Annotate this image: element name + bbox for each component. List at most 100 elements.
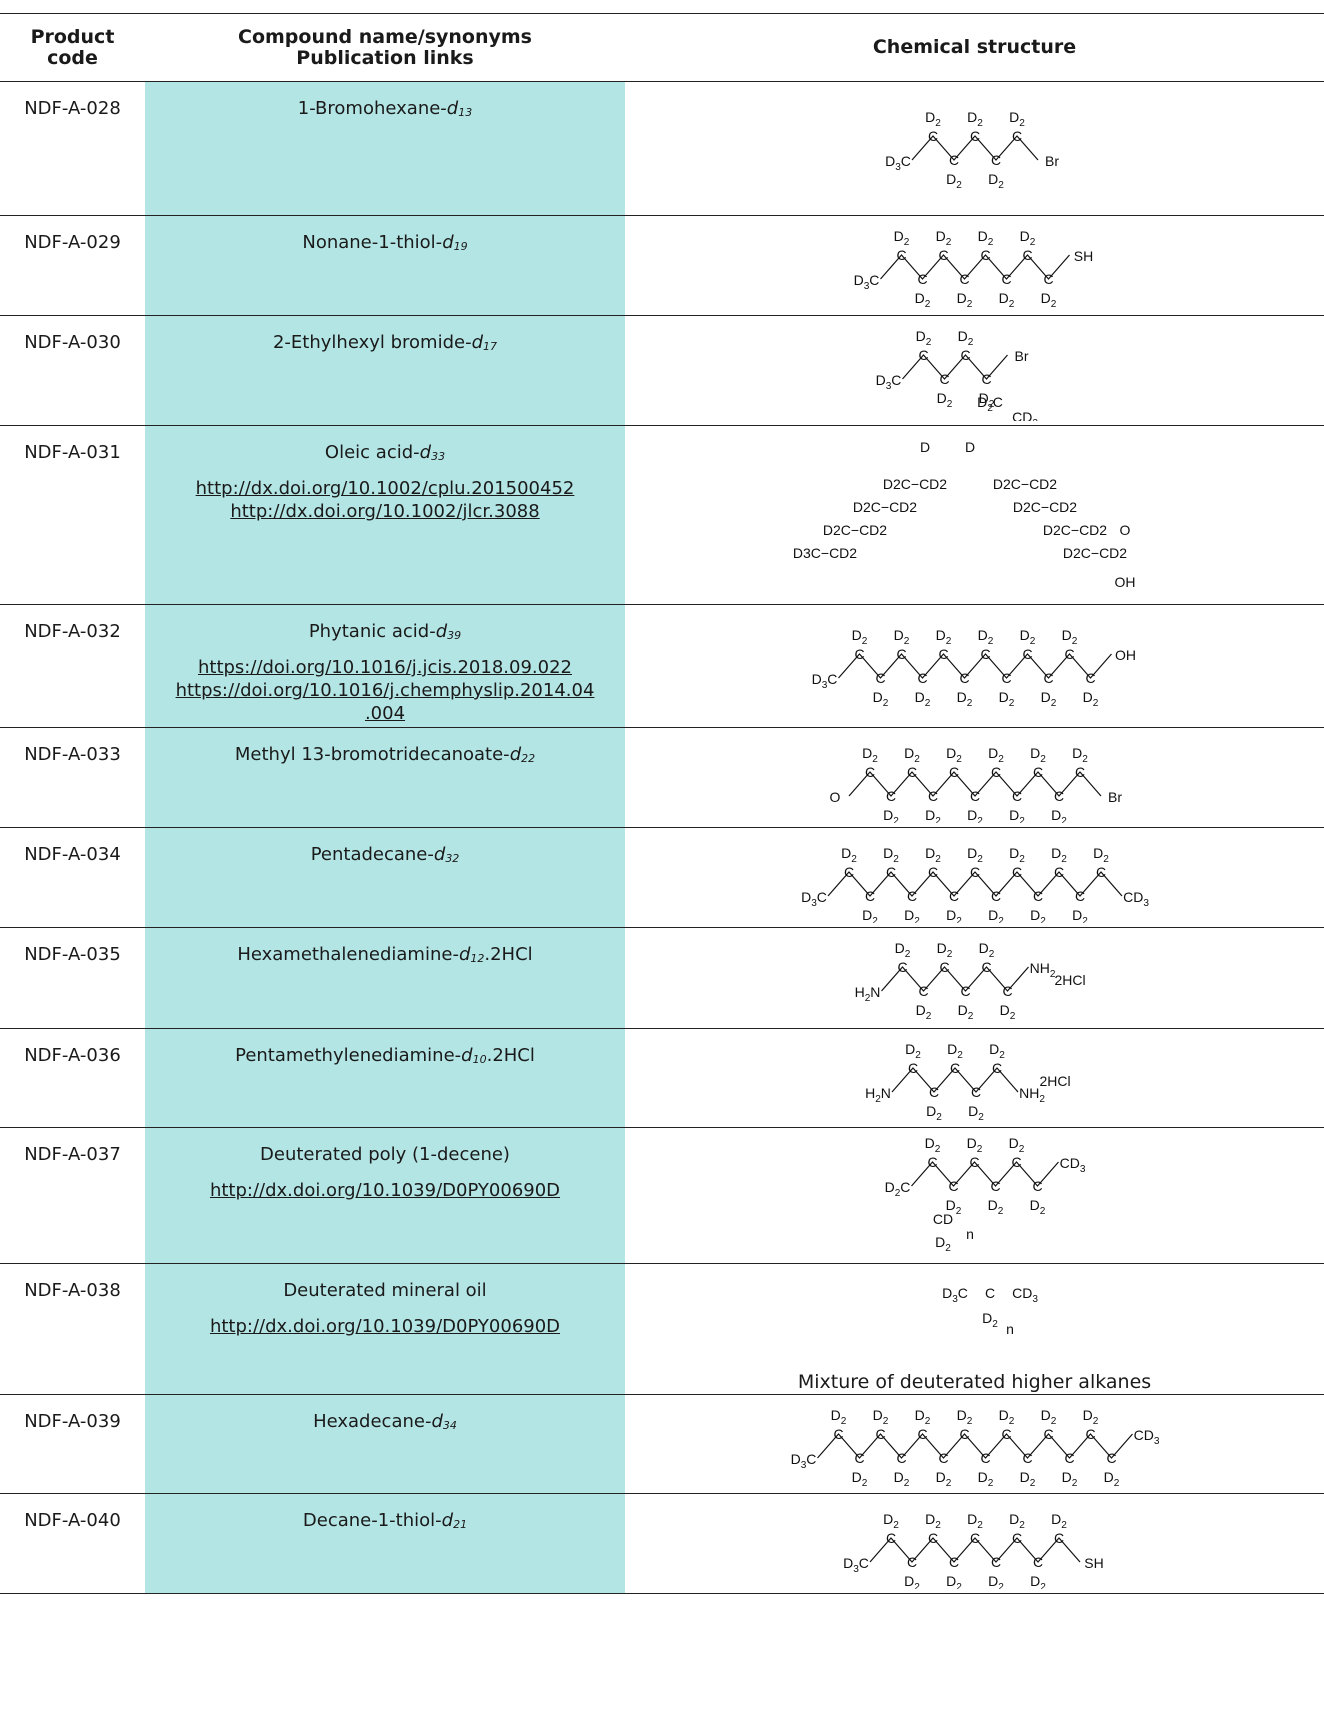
atom-label: D2 [862, 907, 878, 923]
atom-label: D2 [894, 627, 910, 647]
table-header: Product code Compound name/synonyms Publ… [0, 14, 1324, 82]
atom-label: C [1012, 864, 1022, 880]
compound-name-cell: Hexadecane-d34 [145, 1394, 625, 1494]
compound-name-cell: Deuterated poly (1-decene) http://dx.doi.… [145, 1127, 625, 1264]
atom-label: D2 [862, 745, 878, 765]
atom-label: C [875, 1426, 885, 1442]
atom-label: Br [1045, 153, 1059, 169]
product-code: NDF-A-028 [0, 81, 145, 216]
deuterium-d: d [471, 332, 484, 353]
publication-link[interactable]: http://dx.doi.org/10.1002/jlcr.3088 [230, 501, 540, 522]
atom-label: D2 [979, 940, 995, 960]
atom-label: D2 [946, 171, 962, 191]
table-row: NDF-A-036 Pentamethylenediamine-d10.2HCl C… [0, 1028, 1324, 1128]
bond-chain [827, 870, 1123, 897]
compound-name-cell: Methyl 13-bromotridecanoate-d22 [145, 727, 625, 828]
atom-label: C [948, 1178, 958, 1194]
atom-label: D2 [915, 290, 931, 310]
atom-label: C [929, 1084, 939, 1100]
product-code: NDF-A-033 [0, 727, 145, 828]
atom-label: D2C−CD2 [823, 522, 887, 538]
publication-link[interactable]: .004 [364, 703, 406, 724]
compound-name-cell: Hexamethalenediamine-d12.2HCl [145, 927, 625, 1029]
atom-label: C [875, 670, 885, 686]
compound-name: Methyl 13-bromotridecanoate-d22 [234, 744, 536, 765]
publication-link[interactable]: http://dx.doi.org/10.1039/D0PY00690D [209, 1316, 561, 1337]
atom-label: D2 [1051, 1511, 1067, 1531]
deuterium-count: 21 [453, 1518, 468, 1531]
deuterium-count: 10 [472, 1053, 487, 1066]
deuterium-count: 17 [483, 340, 498, 353]
publication-link[interactable]: http://dx.doi.org/10.1039/D0PY00690D [209, 1180, 561, 1201]
compound-name: Oleic acid-d33 [324, 442, 446, 463]
publication-link[interactable]: http://dx.doi.org/10.1002/cplu.201500452 [195, 478, 575, 499]
atom-label: C [928, 1530, 938, 1546]
atom-label: D2 [894, 228, 910, 248]
atom-label: C [1033, 1554, 1043, 1570]
header-compound-name-line2: Publication links [296, 46, 474, 69]
publication-link[interactable]: https://doi.org/10.1016/j.chemphyslip.20… [175, 680, 595, 701]
compound-name: Pentadecane-d32 [310, 844, 460, 865]
atom-label: C [928, 788, 938, 804]
chemical-structure-cell: D D D2C−CD2 D2C−CD2 D2C−CD2 D2C−CD2 D2C−CD2 D2C… [625, 425, 1324, 605]
product-code: NDF-A-037 [0, 1127, 145, 1264]
deuterium-count: 22 [521, 752, 536, 765]
product-code: NDF-A-031 [0, 425, 145, 605]
bond-chain [891, 1066, 1019, 1093]
atom-label: C [949, 152, 959, 168]
atom-label: CD3 [1012, 1285, 1038, 1305]
atom-label: D2 [946, 745, 962, 765]
atom-label: C [970, 128, 980, 144]
atom-label: C [1075, 888, 1085, 904]
publication-link[interactable]: https://doi.org/10.1016/j.jcis.2018.09.0… [197, 657, 572, 678]
atom-label: D2 [988, 1197, 1004, 1217]
atom-label: Br [1015, 348, 1029, 364]
atom-label: C [1012, 1530, 1022, 1546]
table-row: NDF-A-028 1-Bromohexane-d13 C D2 C D2 C D2 C D2 C D… [0, 81, 1324, 216]
atom-label: D3C [876, 372, 902, 392]
deuterium-d: d [431, 1411, 443, 1432]
atom-label: D2C−CD2 [1043, 522, 1107, 538]
atom-label: D3C [885, 153, 911, 173]
atom-label: C [1012, 788, 1022, 804]
atom-label: C [927, 1154, 937, 1170]
atom-label: D2 [967, 109, 983, 129]
product-code: NDF-A-040 [0, 1493, 145, 1594]
bond-chain [881, 965, 1029, 992]
atom-label: D2 [999, 290, 1015, 310]
deuterium-d: d [441, 1510, 454, 1531]
atom-label: D2 [988, 171, 1004, 191]
atom-label: D2 [852, 627, 868, 647]
atom-label: C [959, 670, 969, 686]
deuterium-d: d [461, 1045, 473, 1066]
atom-label: D2 [883, 1511, 899, 1531]
atom-label: C [991, 152, 1001, 168]
atom-label: C [907, 888, 917, 904]
bond-chain [911, 1160, 1059, 1187]
compound-name: Hexamethalenediamine-d12.2HCl [237, 944, 533, 965]
atom-label: C [1043, 670, 1053, 686]
chemical-structure: CD2CD2CD2CD2CD2CD2CD2CD2CD2CD2CD2CD2CD2D… [801, 845, 1149, 927]
chemical-structure: D3C C CD3 D2 n [942, 1285, 1038, 1337]
atom-label: D3C [942, 1285, 968, 1305]
atom-label: C [1022, 247, 1032, 263]
atom-label: C [1022, 1450, 1032, 1466]
atom-label: C [833, 1426, 843, 1442]
compound-name: Deuterated poly (1-decene) [260, 1144, 510, 1165]
atom-label: C [918, 983, 928, 999]
atom-label: D2 [936, 228, 952, 248]
atom-label: C [970, 1530, 980, 1546]
atom-label: D2 [1083, 1407, 1099, 1427]
top-rule [0, 13, 1324, 14]
deuterium-count: 34 [442, 1419, 457, 1432]
atom-label: C [1054, 864, 1064, 880]
atom-label: C [1032, 1178, 1042, 1194]
atom-label: D2 [915, 1407, 931, 1427]
atom-label: D2C−CD2 [1063, 545, 1127, 561]
atom-label: C [991, 764, 1001, 780]
atom-label: Br [1108, 789, 1122, 805]
deuterium-d: d [435, 621, 448, 642]
atom-label: C [980, 646, 990, 662]
